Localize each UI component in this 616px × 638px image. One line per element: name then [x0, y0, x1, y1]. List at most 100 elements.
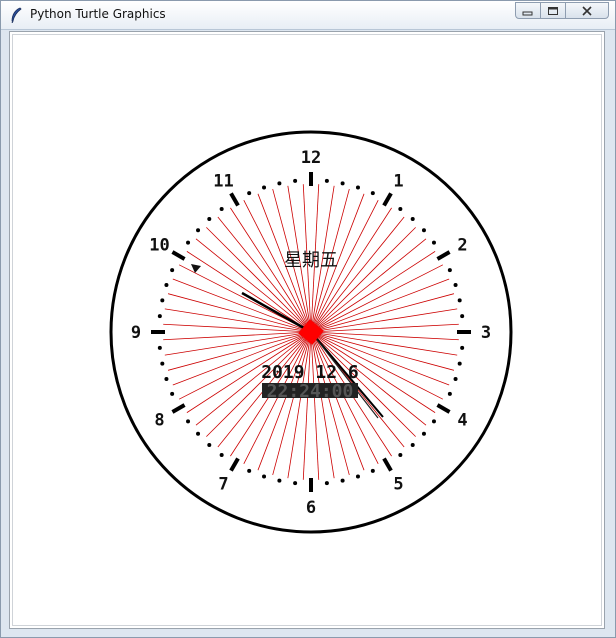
minute-dot [398, 452, 403, 457]
minute-dot [170, 268, 175, 273]
red-ray [163, 331, 312, 341]
red-ray [164, 308, 312, 333]
red-ray [310, 199, 379, 333]
red-ray [310, 323, 459, 333]
red-ray [272, 188, 312, 333]
red-ray [195, 238, 312, 333]
red-ray [217, 216, 312, 333]
minute-dot [457, 361, 462, 366]
minute-dot [410, 442, 415, 447]
hour-number: 5 [393, 475, 403, 495]
restore-icon [548, 6, 558, 15]
title-bar[interactable]: Python Turtle Graphics [1, 1, 615, 30]
red-ray [310, 251, 436, 333]
red-ray [287, 331, 312, 479]
red-ray [257, 331, 312, 471]
minute-dot [410, 217, 415, 222]
minute-dot [457, 298, 462, 303]
red-ray [310, 278, 450, 333]
red-ray [310, 264, 444, 333]
minute-dot [219, 207, 224, 212]
red-ray [172, 331, 312, 386]
minute-dot [421, 431, 426, 436]
maximize-button[interactable] [540, 2, 566, 19]
red-ray [310, 331, 427, 426]
date-label: 2019 12 6 [261, 362, 359, 383]
minute-dot [293, 481, 298, 486]
red-ray [186, 331, 312, 413]
minute-dot [277, 478, 282, 483]
hour-number: 1 [393, 171, 403, 191]
minute-dot [219, 452, 224, 457]
minute-dot [447, 268, 452, 273]
feather-icon [11, 7, 22, 23]
minute-dot [247, 468, 252, 473]
red-ray [310, 188, 350, 333]
red-ray [230, 207, 312, 333]
hour-number: 12 [301, 148, 321, 168]
window-controls [515, 2, 609, 19]
red-ray [310, 331, 436, 413]
minute-dot [186, 419, 191, 424]
hour-number: 3 [481, 323, 491, 343]
clock-hands [241, 291, 384, 419]
red-ray [310, 331, 444, 400]
weekday-label: 星期五 [284, 250, 338, 271]
red-ray [310, 331, 365, 471]
red-ray [186, 251, 312, 333]
hour-number: 2 [457, 236, 467, 256]
red-ray [206, 331, 312, 437]
hour-number: 10 [149, 236, 169, 256]
hour-tick [171, 403, 186, 414]
minute-dot [398, 207, 403, 212]
window-title: Python Turtle Graphics [30, 7, 166, 21]
red-ray [310, 331, 335, 479]
minute-dot [340, 181, 345, 186]
red-ray [310, 185, 335, 333]
hour-number: 9 [131, 323, 141, 343]
red-ray [310, 308, 458, 333]
hour-number: 11 [213, 171, 233, 191]
red-ray [206, 227, 312, 333]
red-ray [167, 331, 312, 371]
close-button[interactable] [565, 2, 609, 19]
time-label: 22:24:00 [267, 381, 354, 402]
red-ray [310, 331, 459, 341]
hour-tick [436, 250, 451, 261]
minute-dot [324, 178, 329, 183]
minute-dot [355, 474, 360, 479]
minimize-icon [522, 11, 533, 15]
minute-dot [370, 191, 375, 196]
minute-dot [460, 314, 465, 319]
second-hand [310, 331, 379, 419]
minute-dot [207, 442, 212, 447]
hour-tick [382, 457, 393, 472]
minute-dot [453, 283, 458, 288]
minute-dot [453, 376, 458, 381]
minute-dot [186, 240, 191, 245]
hour-tick [382, 192, 393, 207]
minute-dot [447, 391, 452, 396]
hour-tick [229, 457, 240, 472]
minute-dot [431, 240, 436, 245]
minute-dot [370, 468, 375, 473]
minute-hand [310, 331, 384, 418]
minute-dot [431, 419, 436, 424]
red-ray [167, 293, 312, 333]
hour-hand [241, 291, 312, 334]
red-ray [195, 331, 312, 426]
red-ray [302, 184, 312, 333]
hour-number: 6 [306, 498, 316, 518]
hour-number: 7 [218, 475, 228, 495]
red-ray [164, 331, 312, 356]
red-ray [310, 331, 458, 356]
red-ray [272, 331, 312, 476]
red-rays [163, 184, 459, 480]
minute-dot [164, 283, 169, 288]
red-ray [257, 193, 312, 333]
minute-dot [157, 345, 162, 350]
clock-ticks [151, 172, 471, 492]
minute-dot [262, 474, 267, 479]
red-ray [310, 331, 320, 480]
